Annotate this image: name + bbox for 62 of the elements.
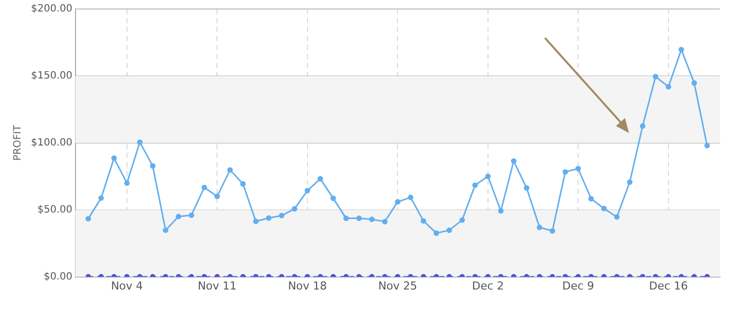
point bbox=[562, 169, 568, 175]
point bbox=[227, 167, 233, 173]
point bbox=[176, 214, 182, 220]
point bbox=[420, 218, 426, 224]
point bbox=[524, 185, 530, 191]
point bbox=[214, 194, 220, 200]
point bbox=[588, 196, 594, 202]
x-tick-label: Nov 4 bbox=[110, 279, 143, 292]
x-tick-label: Nov 11 bbox=[198, 279, 237, 292]
x-tick-label: Dec 9 bbox=[562, 279, 594, 292]
point bbox=[472, 182, 478, 188]
point bbox=[85, 216, 91, 222]
y-tick-label: $50.00 bbox=[37, 204, 72, 216]
point bbox=[150, 163, 156, 169]
point bbox=[369, 216, 375, 222]
point bbox=[162, 227, 168, 233]
point bbox=[459, 217, 465, 223]
point bbox=[394, 199, 400, 205]
point bbox=[318, 176, 324, 182]
point bbox=[691, 80, 697, 86]
point bbox=[98, 195, 104, 201]
point bbox=[510, 158, 516, 164]
point bbox=[266, 215, 272, 221]
point bbox=[278, 212, 284, 218]
point bbox=[446, 227, 452, 233]
point bbox=[240, 181, 246, 187]
x-tick-label: Nov 25 bbox=[378, 279, 418, 292]
point bbox=[614, 214, 620, 220]
point bbox=[666, 84, 672, 90]
point bbox=[434, 230, 440, 236]
point bbox=[498, 208, 504, 214]
y-axis-title: PROFIT bbox=[12, 124, 24, 161]
point bbox=[292, 206, 298, 212]
point bbox=[485, 174, 491, 180]
point bbox=[382, 218, 388, 224]
point bbox=[188, 212, 194, 218]
y-tick-label: $150.00 bbox=[30, 70, 72, 82]
point bbox=[304, 188, 310, 194]
x-tick-label: Dec 2 bbox=[472, 279, 504, 292]
point bbox=[356, 216, 362, 222]
point bbox=[704, 142, 710, 148]
point bbox=[550, 228, 556, 234]
point bbox=[202, 184, 208, 190]
point bbox=[408, 194, 414, 200]
y-tick-label: $200.00 bbox=[30, 4, 72, 15]
point bbox=[253, 218, 259, 224]
point bbox=[601, 206, 607, 212]
point bbox=[137, 139, 143, 145]
y-tick-label: $100.00 bbox=[30, 137, 72, 148]
point bbox=[627, 179, 632, 185]
point bbox=[124, 180, 130, 186]
x-tick-label: Dec 16 bbox=[649, 279, 688, 292]
point bbox=[640, 123, 646, 129]
point bbox=[330, 196, 336, 202]
point bbox=[111, 155, 117, 161]
x-tick-label: Nov 18 bbox=[288, 279, 327, 292]
point bbox=[343, 216, 349, 222]
point bbox=[536, 224, 542, 230]
point bbox=[575, 166, 581, 172]
y-tick-label: $0.00 bbox=[44, 271, 72, 282]
point bbox=[652, 74, 658, 80]
point bbox=[678, 46, 684, 52]
